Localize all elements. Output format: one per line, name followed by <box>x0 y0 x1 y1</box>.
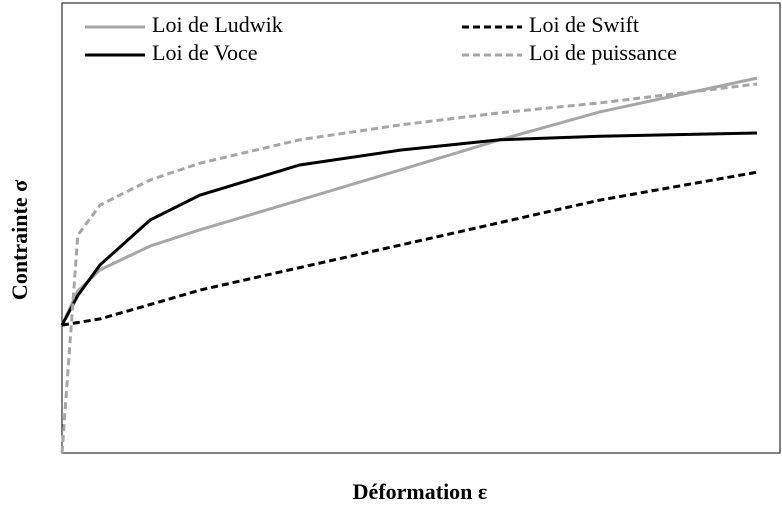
legend-label: Loi de Voce <box>152 40 258 65</box>
series-line <box>61 170 758 327</box>
series-line <box>60 76 758 326</box>
series-line <box>60 82 758 454</box>
legend-label: Loi de Swift <box>529 12 639 37</box>
y-axis-label: Contrainte σ <box>7 180 32 300</box>
x-axis-label: Déformation ε <box>353 479 488 504</box>
legend-label: Loi de Ludwik <box>152 12 283 37</box>
series-line <box>60 131 758 326</box>
legend-label: Loi de puissance <box>529 40 677 65</box>
plot-frame <box>61 2 781 454</box>
